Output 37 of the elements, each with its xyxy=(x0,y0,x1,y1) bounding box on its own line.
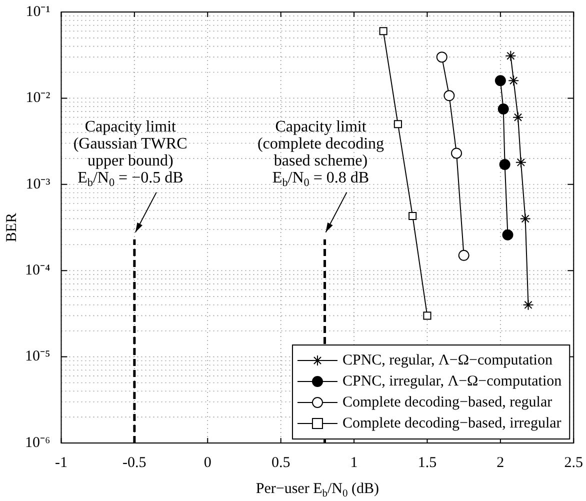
point xyxy=(379,27,388,36)
point xyxy=(394,120,402,128)
point xyxy=(505,50,516,62)
legend-label: CPNC, regular, Λ−Ω−computation xyxy=(342,352,553,368)
y-tick-label: 10⁻⁵ xyxy=(24,348,50,365)
point xyxy=(451,148,462,159)
point xyxy=(444,90,455,102)
x-tick-label: -0.5 xyxy=(122,454,146,471)
point xyxy=(408,212,417,220)
legend-label: Complete decoding−based, regular xyxy=(342,394,552,410)
point xyxy=(502,229,514,240)
point xyxy=(436,52,448,63)
x-tick-label: -1 xyxy=(54,454,68,471)
point xyxy=(499,159,510,170)
x-tick-label: 1.5 xyxy=(418,454,437,471)
y-tick-label: 10⁻³ xyxy=(26,176,51,192)
y-tick-label: 10⁻⁶ xyxy=(24,434,50,451)
point xyxy=(522,299,534,310)
x-tick-label: 0 xyxy=(204,454,212,471)
point xyxy=(508,75,520,86)
point xyxy=(423,312,432,320)
y-tick-label: 10⁻¹ xyxy=(26,4,50,20)
y-axis-title: BER xyxy=(4,212,20,242)
x-tick-label: 1 xyxy=(350,454,358,471)
point xyxy=(515,156,526,168)
point xyxy=(512,112,524,123)
point xyxy=(458,250,470,261)
legend-label: Complete decoding−based, irregular xyxy=(342,415,562,432)
x-tick-label: 2.5 xyxy=(564,454,583,471)
point xyxy=(498,103,509,114)
y-tick-label: 10⁻⁴ xyxy=(24,262,50,279)
point xyxy=(520,213,531,224)
legend-label: CPNC, irregular, Λ−Ω−computation xyxy=(342,373,562,390)
x-tick-label: 2 xyxy=(496,454,504,471)
x-tick-label: 0.5 xyxy=(271,454,290,471)
y-tick-label: 10⁻² xyxy=(26,90,51,106)
point xyxy=(494,75,506,86)
